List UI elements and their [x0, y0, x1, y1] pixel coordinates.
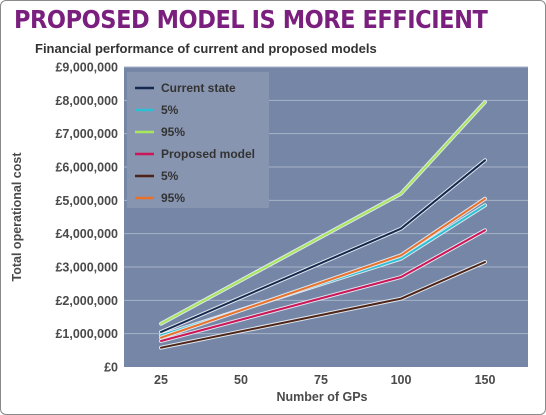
x-axis-ticks: 25 50 75 100 150: [154, 373, 495, 387]
y-tick-label: £5,000,000: [55, 194, 118, 208]
x-tick-label: 75: [314, 373, 328, 387]
y-tick-label: £7,000,000: [55, 127, 118, 141]
y-tick-label: £8,000,000: [55, 94, 118, 108]
series-line: [160, 159, 486, 333]
y-axis-ticks: £0 £1,000,000 £2,000,000 £3,000,000 £4,000,0…: [55, 61, 118, 375]
headline: PROPOSED MODEL IS MORE EFFICIENT: [14, 5, 488, 34]
series-lines: [159, 100, 487, 350]
series-line: [160, 197, 486, 339]
x-axis-label: Number of GPs: [277, 390, 368, 404]
legend-label: 5%: [161, 103, 179, 117]
y-tick-label: £4,000,000: [55, 227, 118, 241]
x-tick-label: 25: [154, 373, 168, 387]
legend-box: [127, 72, 269, 208]
y-tick-label: £6,000,000: [55, 161, 118, 175]
legend-label: 95%: [161, 125, 185, 139]
y-tick-label: £3,000,000: [55, 261, 118, 275]
y-tick-label: £2,000,000: [55, 294, 118, 308]
legend-label: 5%: [161, 169, 179, 183]
chart-title: Financial performance of current and pro…: [35, 41, 377, 56]
series-line: [160, 261, 486, 349]
x-tick-label: 150: [475, 373, 496, 387]
x-tick-label: 50: [234, 373, 248, 387]
y-axis-label: Total operational cost: [10, 152, 24, 282]
series-line: [160, 101, 486, 325]
legend-label: 95%: [161, 191, 185, 205]
legend-label: Proposed model: [161, 147, 255, 161]
y-tick-label: £9,000,000: [55, 61, 118, 75]
series-line: [160, 229, 486, 342]
y-tick-label: £0: [104, 361, 118, 375]
legend-label: Current state: [161, 81, 236, 95]
x-tick-label: 100: [391, 373, 412, 387]
y-tick-label: £1,000,000: [55, 327, 118, 341]
legend: Current state 5% 95% Proposed model 5% 95%: [127, 72, 269, 208]
